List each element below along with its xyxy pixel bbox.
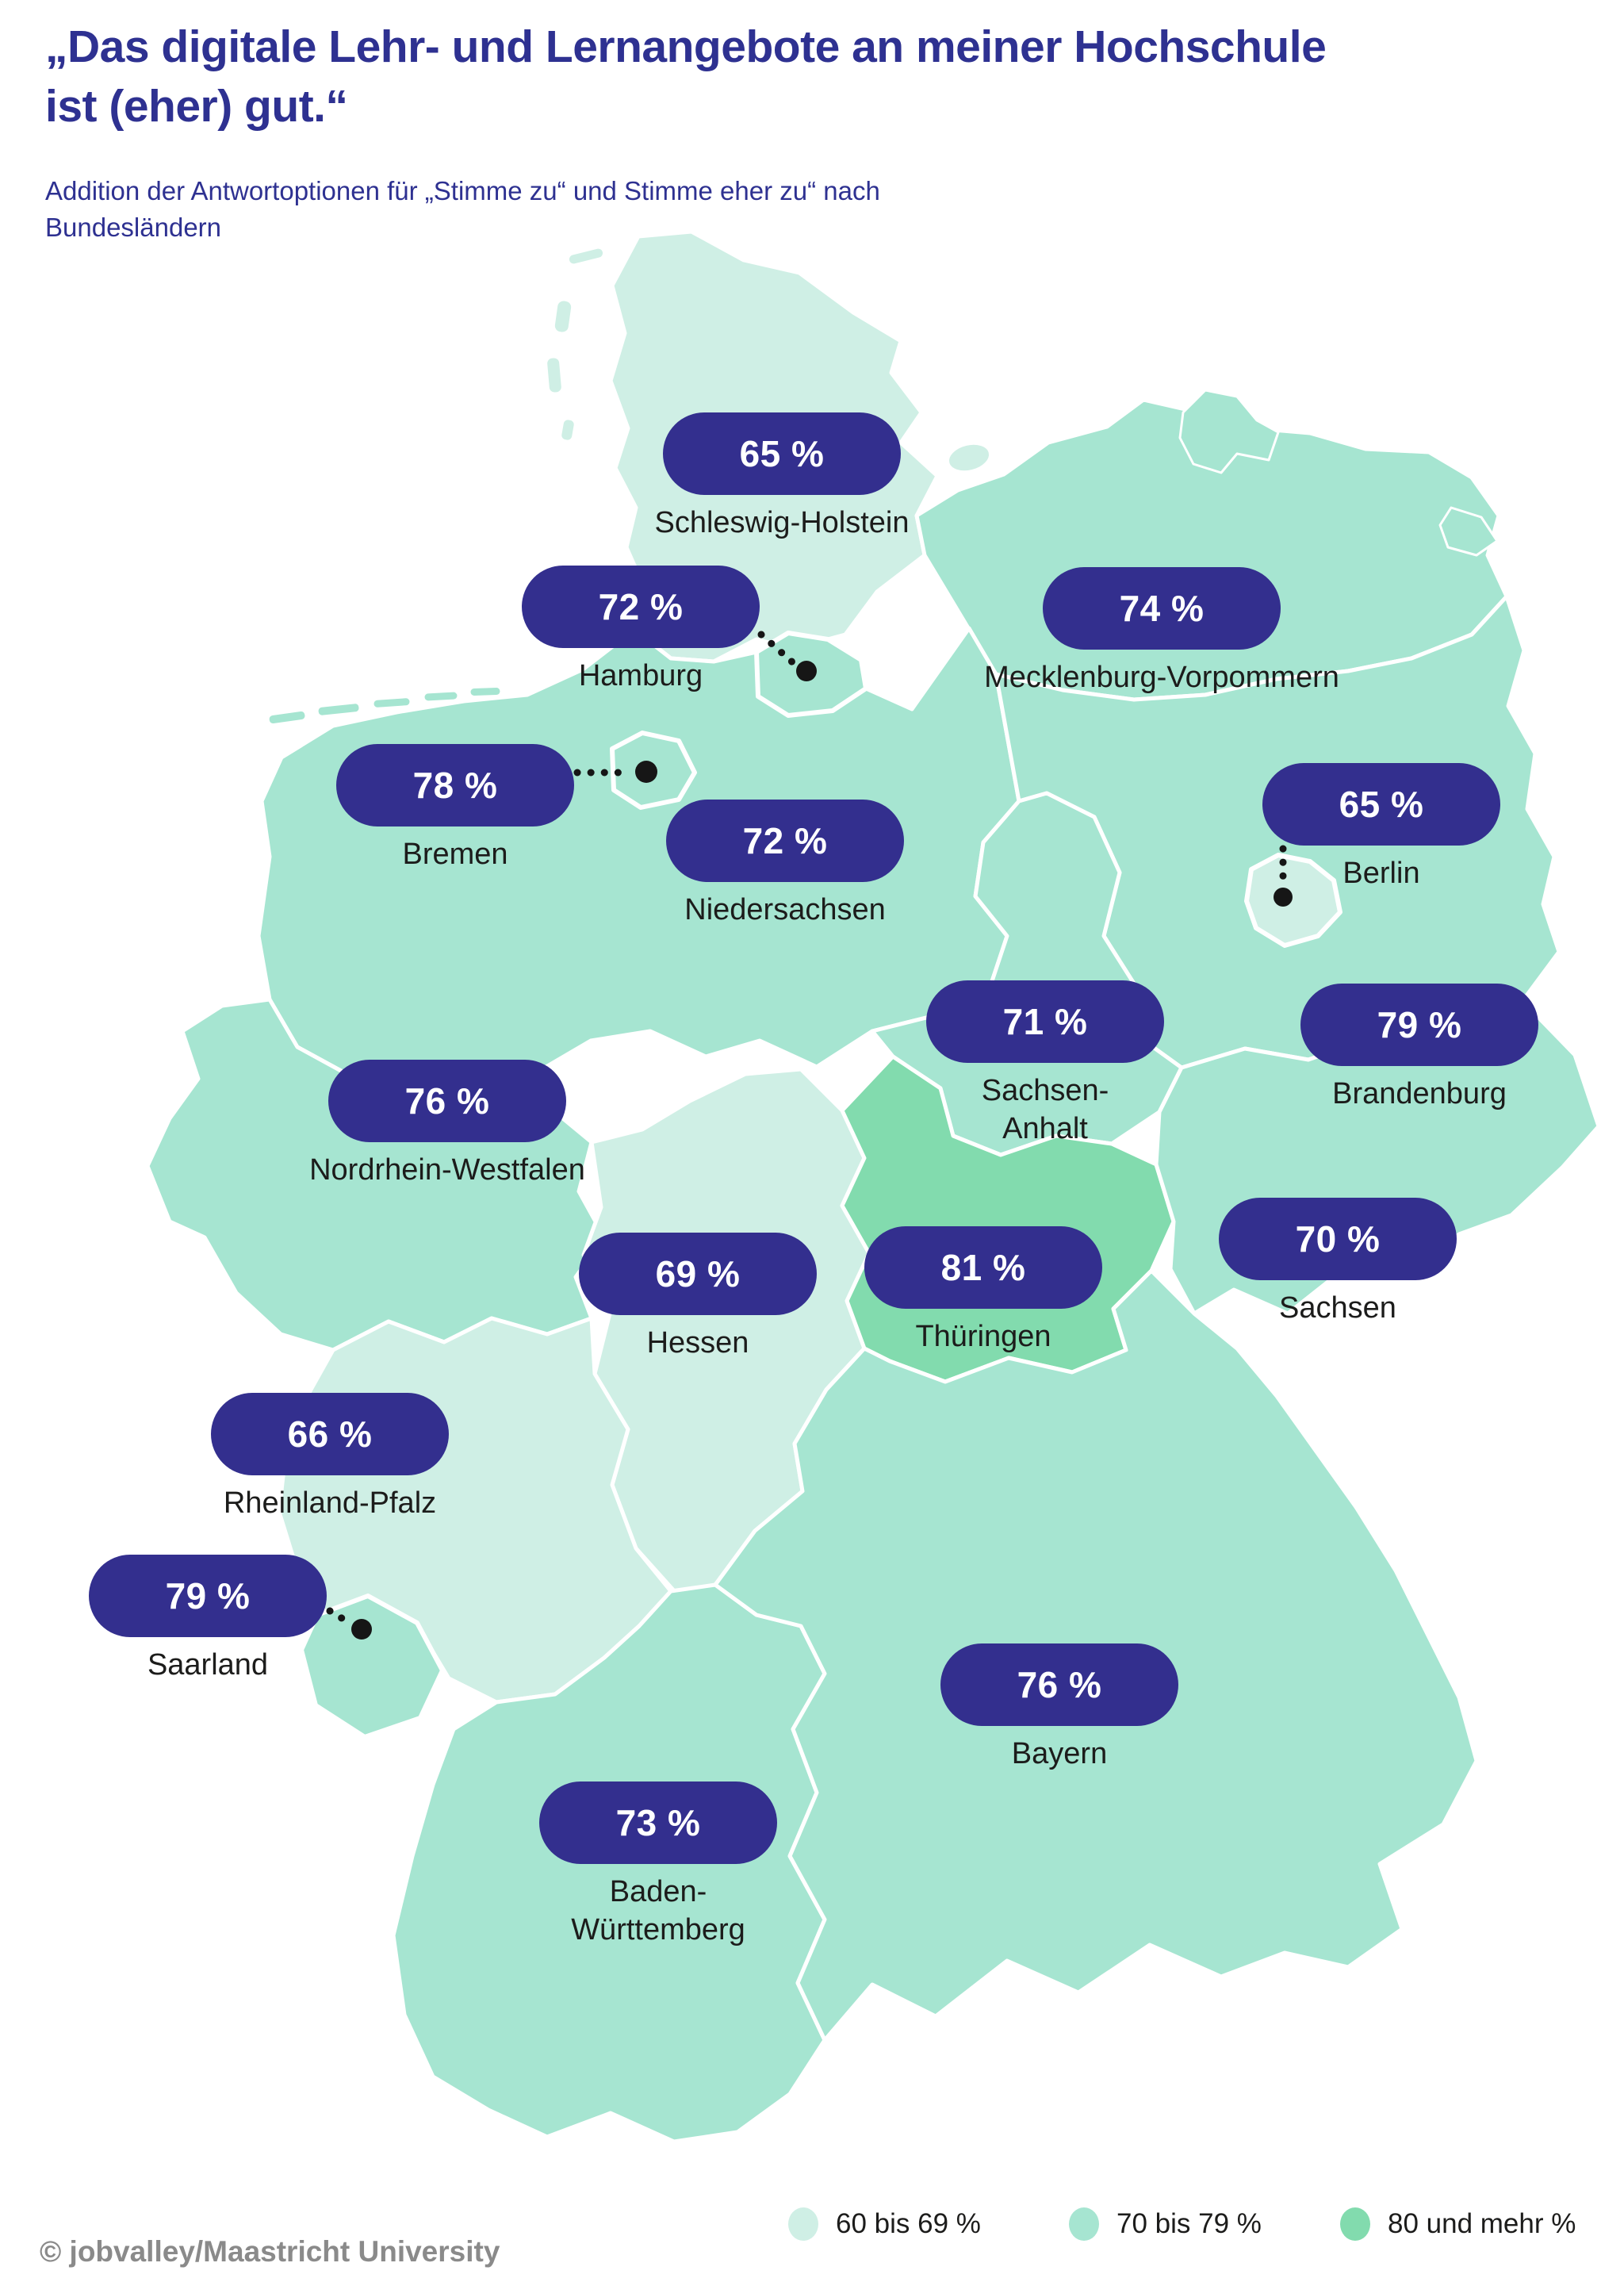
value-badge-bremen: 78 % [336,744,574,827]
value-badge-niedersachsen: 72 % [666,800,904,882]
legend-item-70-79: 70 bis 79 % [1069,2207,1262,2242]
island-east-frisian-5 [468,685,503,698]
legend-swatch-80-plus [1340,2207,1370,2241]
island-ruegen [1178,389,1280,474]
value-badge-hessen: 69 % [579,1233,817,1315]
state-label-baden-wuerttemberg: Baden- Württemberg [571,1875,745,1946]
legend-swatch-70-79 [1069,2207,1099,2241]
legend-label-60-69: 60 bis 69 % [836,2208,981,2239]
island-usedom [1438,506,1499,557]
state-label-mecklenburg-vorpommern: Mecklenburg-Vorpommern [984,661,1339,694]
marker-dot-bremen [635,761,657,783]
island-north-frisian-3 [545,355,564,395]
state-label-saarland: Saarland [147,1648,269,1682]
state-label-hamburg: Hamburg [578,659,703,692]
value-badge-brandenburg: 79 % [1300,984,1538,1066]
region-berlin [1244,853,1342,948]
copyright-text: © jobvalley/Maastricht University [40,2235,500,2268]
marker-dot-saarland [351,1619,372,1640]
state-label-berlin: Berlin [1342,857,1420,890]
state-label-sachsen: Sachsen [1279,1291,1396,1325]
value-badge-nordrhein-westfalen: 76 % [328,1060,566,1142]
region-saarland [299,1594,445,1739]
value-badge-sachsen-anhalt: 71 % [926,980,1164,1063]
island-north-frisian-4 [559,417,576,443]
legend-label-70-79: 70 bis 79 % [1116,2208,1262,2239]
island-fehmarn [946,442,992,474]
marker-dot-berlin [1274,888,1293,907]
island-east-frisian-4 [422,689,460,704]
state-label-niedersachsen: Niedersachsen [684,893,886,926]
state-label-thueringen: Thüringen [915,1320,1051,1353]
value-badge-sachsen: 70 % [1219,1198,1457,1280]
page-title: „Das digitale Lehr- und Lernangebote an … [45,21,1327,132]
island-north-frisian-2 [552,298,574,335]
state-label-brandenburg: Brandenburg [1332,1077,1507,1110]
page-subtitle: Addition der Antwortoptionen für „Stimme… [45,176,880,243]
state-label-rheinland-pfalz: Rheinland-Pfalz [223,1486,437,1520]
value-badge-bayern: 76 % [940,1643,1178,1726]
legend-item-80-plus: 80 und mehr % [1340,2207,1576,2242]
legend-label-80-plus: 80 und mehr % [1388,2208,1576,2239]
island-north-frisian-1 [566,246,606,267]
marker-dot-hamburg [796,661,817,681]
state-label-bremen: Bremen [402,838,508,871]
state-label-schleswig-holstein: Schleswig-Holstein [654,506,910,539]
value-badge-thueringen: 81 % [864,1226,1102,1309]
legend-swatch-60-69 [788,2207,818,2241]
legend-item-60-69: 60 bis 69 % [788,2207,981,2242]
leader-line-saarland [326,1607,356,1628]
leader-line-hamburg [757,631,800,669]
state-label-nordrhein-westfalen: Nordrhein-Westfalen [309,1153,585,1187]
state-label-sachsen-anhalt: Sachsen- Anhalt [981,1074,1109,1145]
value-badge-berlin: 65 % [1262,763,1500,846]
value-badge-schleswig-holstein: 65 % [663,412,901,495]
state-label-hessen: Hessen [646,1326,749,1360]
island-east-frisian-2 [316,701,362,718]
value-badge-saarland: 79 % [89,1555,327,1637]
value-badge-rheinland-pfalz: 66 % [211,1393,449,1475]
value-badge-baden-wuerttemberg: 73 % [539,1781,777,1864]
island-east-frisian-1 [266,708,308,726]
value-badge-hamburg: 72 % [522,566,760,648]
state-label-bayern: Bayern [1011,1737,1108,1770]
value-badge-mecklenburg-vorpommern: 74 % [1043,567,1281,650]
island-east-frisian-3 [371,696,412,710]
